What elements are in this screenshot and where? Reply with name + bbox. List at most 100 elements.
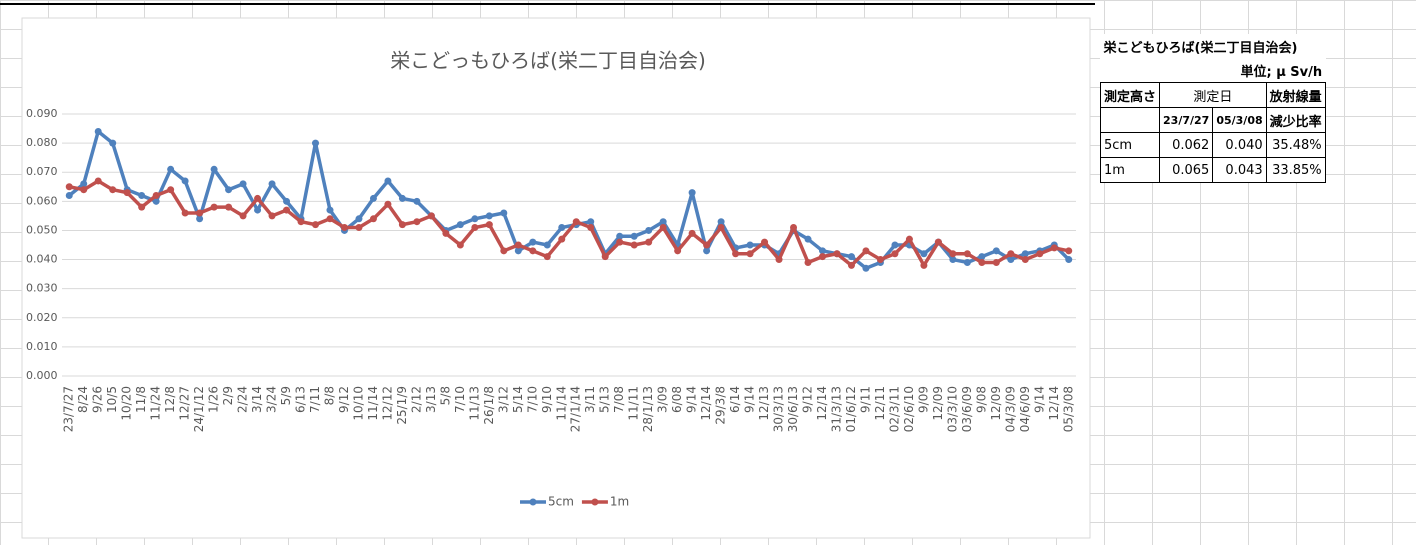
marker [123,189,131,197]
marker [210,165,218,173]
marker [181,177,189,185]
marker [326,215,334,223]
marker [340,224,348,232]
x-tick-label: 30/3/13 [772,386,786,432]
x-tick-label: 11/13 [467,386,481,421]
x-tick-label: 6/08 [670,386,684,413]
cell: 0.062 [1159,132,1214,158]
x-tick-label: 3/12 [496,386,510,413]
marker [152,197,160,205]
marker [616,238,624,246]
x-tick-label: 7/10 [525,386,539,413]
y-tick-label: 0.020 [26,311,58,324]
cell: 0.065 [1159,157,1214,183]
header: 測定日 [1159,82,1267,108]
marker [775,256,783,264]
marker [587,218,595,226]
x-tick-label: 9/14 [685,386,699,413]
marker [1007,256,1015,264]
marker [80,186,88,194]
marker [601,253,609,261]
marker [297,218,305,226]
marker [819,253,826,261]
marker [992,258,1000,266]
x-tick-label: 12/13 [757,386,771,421]
table-title: 栄こどもひろば(栄二丁目自治会) [1103,40,1298,56]
marker [529,247,537,255]
marker [268,180,276,188]
chart-area [21,17,1091,539]
x-tick-label: 27/1/14 [569,386,583,432]
x-tick-label: 03/3/10 [945,386,959,432]
marker [94,127,102,135]
x-tick-label: 30/6/13 [786,386,800,432]
marker [268,212,276,220]
x-tick-label: 10/10 [351,386,365,421]
x-tick-label: 8/8 [322,386,336,405]
x-tick-label: 12/8 [163,386,177,413]
x-tick-label: 7/11 [308,386,322,413]
x-tick-label: 9/09 [916,386,930,413]
x-tick-label: 11/8 [134,386,148,413]
cell: 0.043 [1212,157,1267,183]
marker [326,206,334,214]
x-tick-label: 2/24 [236,386,250,413]
marker [934,238,942,246]
marker [167,186,175,194]
marker [398,194,406,202]
x-tick-label: 9/12 [801,386,815,413]
cell: 33.85% [1265,157,1326,183]
x-tick-label: 5/13 [598,386,612,413]
marker [616,232,624,240]
marker [905,235,913,243]
marker [963,258,971,266]
marker [196,215,204,223]
marker [65,192,73,200]
marker [717,224,725,232]
x-tick-label: 29/3/8 [714,386,728,425]
marker [717,218,725,226]
marker [471,224,479,232]
x-tick-label: 01/6/12 [844,386,858,432]
marker [254,194,262,202]
marker [514,241,522,249]
marker [514,247,522,255]
x-tick-label: 8/24 [76,386,90,413]
y-tick-label: 0.050 [26,223,58,236]
marker [891,241,899,249]
marker [471,215,479,223]
summary-table: 栄こどもひろば(栄二丁目自治会) 単位; μ Sv/h 測定高さ 測定日 放射線… [1099,34,1326,183]
x-tick-label: 9/08 [974,386,988,413]
chart-title: 栄こどっもひろば(栄二丁目自治会) [390,49,706,73]
x-tick-label: 12/14 [815,386,829,421]
y-tick-label: 0.040 [26,253,58,266]
x-tick-label: 26/1/8 [482,386,496,425]
x-tick-label: 23/7/27 [62,386,76,432]
x-tick-label: 11/24 [149,386,163,421]
marker [804,258,812,266]
marker [1065,256,1073,264]
y-tick-label: 0.090 [26,107,58,120]
marker [283,197,291,205]
series-line [68,179,1070,268]
x-tick-label: 12/12 [380,386,394,421]
x-tick-label: 6/14 [728,386,742,413]
marker [543,241,551,249]
x-tick-label: 9/14 [1032,386,1046,413]
marker [558,235,566,243]
marker [659,218,667,226]
cell: 35.48% [1265,132,1326,158]
marker [1021,250,1029,258]
y-tick-label: 0.000 [26,369,58,382]
marker [659,224,667,232]
legend-label: 1m [610,495,629,509]
x-tick-label: 9/14 [743,386,757,413]
x-tick-label: 3/09 [656,386,670,413]
marker [920,261,928,269]
x-tick-label: 05/3/08 [1061,386,1075,432]
x-tick-label: 31/3/13 [829,386,843,432]
x-tick-label: 04/6/09 [1018,386,1032,432]
marker [485,212,493,220]
marker [1007,250,1015,258]
